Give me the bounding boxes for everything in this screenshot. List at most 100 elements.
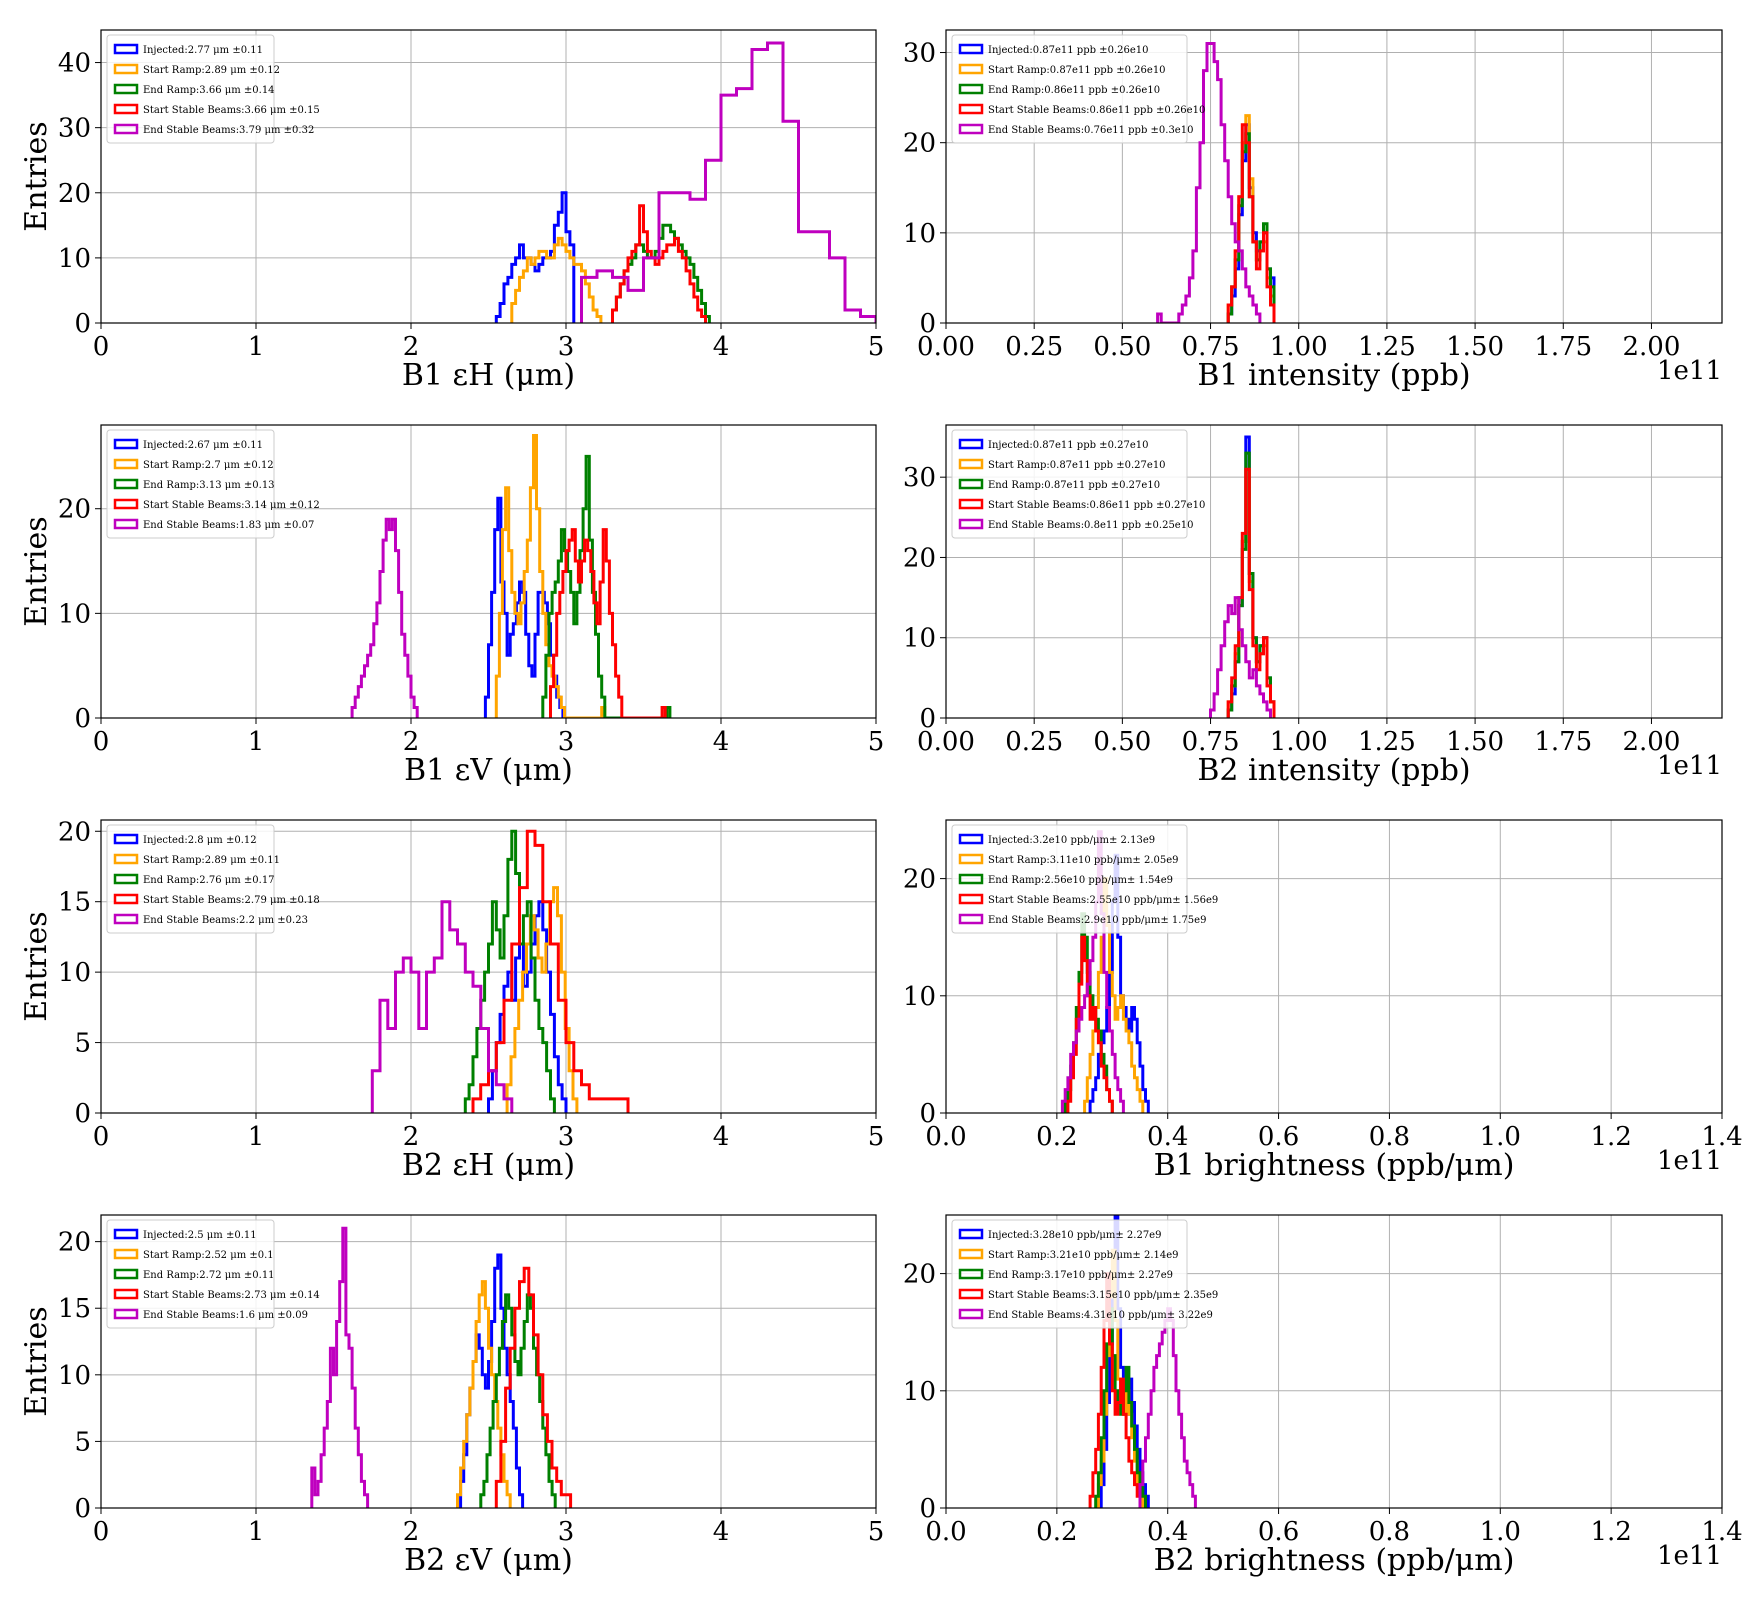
legend-box [951,34,1188,144]
y-axis-label: Entries [19,516,54,626]
x-tick-label: 5 [868,332,885,362]
legend-entry: End Ramp:3.13 μm ±0.13 [143,480,275,491]
y-tick-label: 20 [58,817,91,847]
y-tick-label: 0 [919,1494,936,1524]
histogram-series-injected [459,1253,525,1508]
y-tick-label: 20 [903,1260,936,1290]
histogram-series-injected [487,900,568,1113]
x-tick-label: 0 [93,332,110,362]
legend-box [951,429,1188,539]
x-axis-label: B1 intensity (ppb) [1197,358,1470,393]
plot-area [1209,435,1276,718]
y-tick-label: 20 [58,495,91,525]
legend-swatch [113,1288,139,1300]
x-tick-label: 0.50 [1093,332,1151,362]
legend-swatch [958,478,984,490]
legend-entry: End Stable Beams:0.76e11 ppb ±0.3e10 [988,125,1193,136]
plot-area [310,1226,573,1508]
histogram-series-start-stable-beams [549,528,667,718]
legend: Injected:0.87e11 ppb ±0.26e10 Start Ramp:… [951,34,1205,144]
x-tick-label: 1.25 [1358,332,1416,362]
histogram-series-start-stable-beams [471,829,630,1113]
legend-entry: Start Stable Beams:2.55e10 ppb/μm± 1.56e… [988,895,1218,906]
legend-swatch [958,518,984,530]
axes-frame [945,424,1723,719]
legend: Injected:3.28e10 ppb/μm± 2.27e9 Start Ram… [951,1219,1218,1329]
x-tick-label: 1 [248,1122,265,1152]
x-tick-label: 0.8 [1369,1122,1410,1152]
y-tick-label: 10 [903,219,936,249]
y-tick-label: 20 [58,1228,91,1258]
axes-frame [945,819,1723,1114]
x-tick-label: 5 [868,1517,885,1547]
y-tick-label: 0 [919,704,936,734]
plot-area [494,41,876,323]
x-tick-label: 0.50 [1093,727,1151,757]
y-tick-label: 10 [903,982,936,1012]
histogram-series-start-stable-beams [611,204,707,323]
x-tick-label: 2.00 [1623,332,1681,362]
legend-swatch [958,1268,984,1280]
y-tick-label: 10 [58,1361,91,1391]
y-tick-label: 0 [74,309,91,339]
x-tick-label: 5 [868,727,885,757]
chart-panel-1: 0 1 2 3 4 5 0 10 20 30 40 B1 εH (μm) Entries Injected… [19,29,885,393]
legend-swatch [113,478,139,490]
axes-frame [100,424,877,719]
legend-entry: Injected:0.87e11 ppb ±0.27e10 [988,440,1148,451]
y-tick-label: 20 [903,865,936,895]
legend-entry: End Ramp:2.76 μm ±0.17 [143,875,275,886]
chart-panel-8: 0.0 0.2 0.4 0.6 0.8 1.0 1.2 1.4 0 10 20 B2 brightne… [903,1214,1743,1578]
legend-swatch [958,458,984,470]
legend-swatch [958,438,984,450]
legend-swatch [113,1248,139,1260]
y-tick-label: 20 [58,179,91,209]
legend: Injected:2.8 μm ±0.12 Start Ramp:2.89 μm … [106,824,320,934]
x-tick-label: 1.0 [1480,1122,1521,1152]
legend-swatch [113,913,139,925]
x-tick-label: 0.0 [925,1122,966,1152]
x-tick-label: 0.8 [1369,1517,1410,1547]
chart-panel-5: 0 1 2 3 4 5 0 5 10 15 20 B2 εH (μm) Entries Injected:… [19,817,884,1183]
histogram-series-end-stable-beams [1060,830,1125,1113]
chart-panel-2: 0.00 0.25 0.50 0.75 1.00 1.25 1.50 1.75 2.00 0 10 2… [903,29,1723,393]
legend-entry: End Stable Beams:4.31e10 ppb/μm± 3.22e9 [988,1310,1213,1321]
x-tick-label: 1.50 [1446,727,1504,757]
y-axis-label: Entries [19,121,54,231]
x-tick-label: 0.25 [1005,727,1063,757]
legend-entry: Injected:2.77 μm ±0.11 [143,45,263,56]
legend-entry: Injected:3.28e10 ppb/μm± 2.27e9 [988,1230,1161,1241]
y-tick-label: 10 [903,1377,936,1407]
x-tick-label: 1.00 [1270,332,1328,362]
x-tick-label: 1.75 [1534,727,1592,757]
plot-area [350,434,672,718]
legend-entry: Start Ramp:3.11e10 ppb/μm± 2.05e9 [988,855,1179,866]
x-axis-label: B1 εH (μm) [402,358,575,393]
legend-box [106,1219,275,1329]
histogram-series-injected [1088,853,1150,1113]
plot-area [370,829,630,1113]
legend-entry: End Stable Beams:0.8e11 ppb ±0.25e10 [988,520,1193,531]
legend-entry: End Stable Beams:3.79 μm ±0.32 [143,125,314,136]
legend-swatch [113,853,139,865]
histogram-series-start-stable-beams [1088,1272,1142,1508]
legend-entry: End Ramp:0.86e11 ppb ±0.26e10 [988,85,1160,96]
x-tick-label: 1.4 [1701,1122,1742,1152]
legend-swatch [113,438,139,450]
legend-entry: End Stable Beams:1.83 μm ±0.07 [143,520,314,531]
x-axis-label: B2 εH (μm) [402,1148,575,1183]
legend-entry: Injected:3.2e10 ppb/μm± 2.13e9 [988,835,1155,846]
legend-swatch [958,1248,984,1260]
y-axis-label: Entries [19,911,54,1021]
plot-area [1156,42,1276,323]
histogram-series-start-ramp [510,236,603,323]
x-tick-label: 0.6 [1258,1122,1299,1152]
legend-entry: Injected:2.8 μm ±0.12 [143,835,257,846]
y-tick-label: 0 [919,309,936,339]
x-tick-label: 4 [713,332,730,362]
legend-entry: End Stable Beams:1.6 μm ±0.09 [143,1310,308,1321]
legend-swatch [958,873,984,885]
x-tick-label: 1.00 [1270,727,1328,757]
chart-panel-6: 0.0 0.2 0.4 0.6 0.8 1.0 1.2 1.4 0 10 20 B1 brightne… [903,819,1743,1183]
legend-box [951,824,1188,934]
